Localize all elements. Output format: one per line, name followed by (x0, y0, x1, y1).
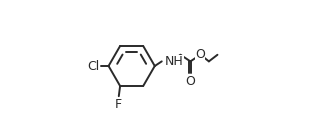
Text: F: F (115, 98, 122, 111)
Text: O: O (195, 48, 205, 61)
Text: Cl: Cl (87, 60, 99, 72)
Text: NH: NH (165, 55, 183, 68)
Text: O: O (185, 75, 195, 88)
